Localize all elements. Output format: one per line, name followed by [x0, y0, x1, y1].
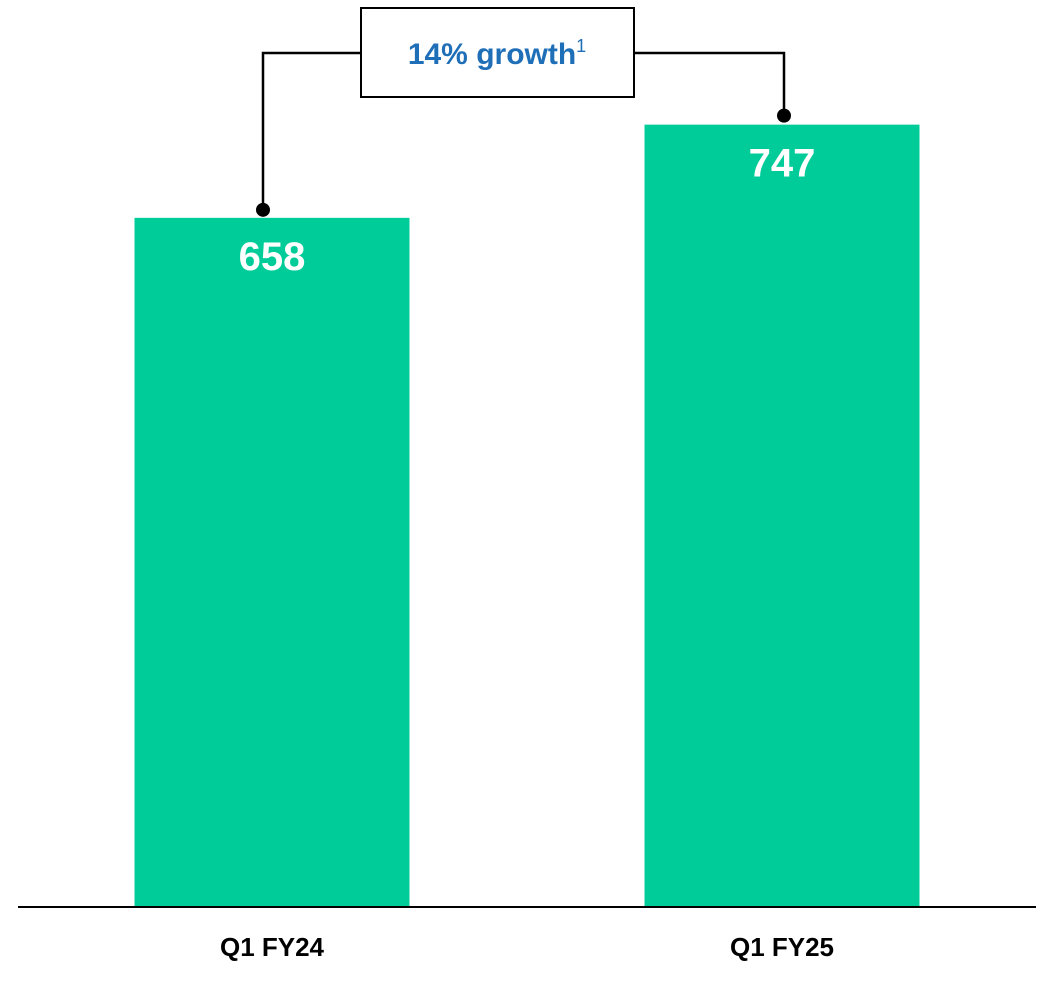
bar-q1-fy25 [644, 124, 920, 907]
bars-layer [134, 124, 920, 907]
bar-value-label: 658 [239, 235, 306, 279]
growth-callout-text: 14% growth1 [408, 36, 586, 71]
labels-layer: 658 Q1 FY24 747 Q1 FY25 [220, 142, 834, 962]
growth-connector-line [261, 51, 786, 210]
growth-callout-label: 14% growth [408, 38, 576, 71]
bar-value-label: 747 [749, 142, 816, 186]
connector-dot-left [256, 202, 270, 217]
growth-callout-box [360, 7, 635, 98]
growth-annotation: 14% growth1 [256, 7, 791, 217]
footnote-marker: 1 [576, 36, 586, 56]
bar-q1-fy24 [134, 217, 410, 907]
category-label: Q1 FY24 [220, 932, 325, 962]
category-label: Q1 FY25 [730, 932, 834, 962]
connector-dot-right [777, 108, 791, 123]
